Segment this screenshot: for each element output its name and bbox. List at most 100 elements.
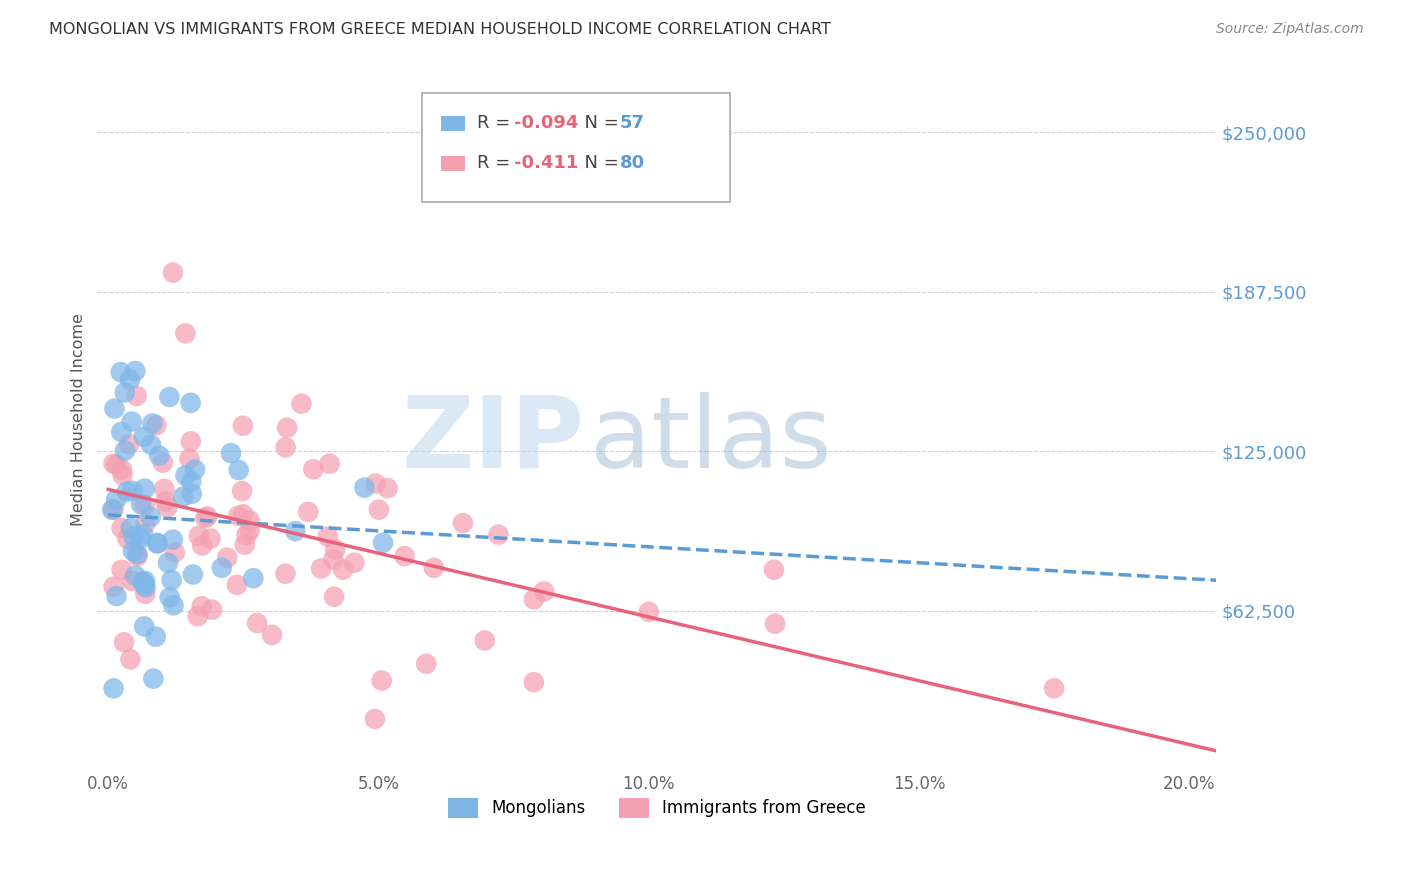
Point bbox=[129, 532, 152, 546]
Point bbox=[134, 498, 156, 512]
Point bbox=[486, 527, 509, 541]
Point bbox=[180, 487, 202, 501]
Point bbox=[274, 441, 297, 455]
Point bbox=[103, 502, 125, 516]
Point bbox=[132, 527, 155, 541]
Point bbox=[127, 547, 149, 561]
Point bbox=[367, 502, 389, 516]
Point bbox=[180, 475, 202, 489]
FancyBboxPatch shape bbox=[441, 155, 465, 171]
Point bbox=[763, 616, 786, 631]
Point bbox=[163, 545, 186, 559]
Point bbox=[129, 497, 152, 511]
Text: N =: N = bbox=[572, 114, 624, 132]
Point bbox=[232, 508, 254, 522]
Point bbox=[323, 590, 346, 604]
Point bbox=[231, 483, 253, 498]
Point bbox=[191, 538, 214, 552]
Point bbox=[533, 584, 555, 599]
Point bbox=[152, 456, 174, 470]
Point bbox=[148, 449, 170, 463]
Point bbox=[451, 516, 474, 530]
Point bbox=[290, 397, 312, 411]
Point bbox=[134, 619, 156, 633]
Text: R =: R = bbox=[477, 114, 516, 132]
Point bbox=[200, 532, 222, 546]
Point bbox=[180, 396, 202, 410]
Point bbox=[187, 609, 209, 624]
Point bbox=[134, 574, 156, 588]
Point bbox=[103, 457, 125, 471]
FancyBboxPatch shape bbox=[441, 116, 465, 131]
Point bbox=[184, 462, 207, 476]
Point bbox=[225, 578, 247, 592]
Point bbox=[111, 462, 134, 476]
Text: Source: ZipAtlas.com: Source: ZipAtlas.com bbox=[1216, 22, 1364, 37]
Point bbox=[121, 574, 143, 588]
Legend: Mongolians, Immigrants from Greece: Mongolians, Immigrants from Greece bbox=[441, 791, 873, 825]
Point bbox=[637, 605, 659, 619]
Point bbox=[153, 482, 176, 496]
Point bbox=[316, 529, 339, 543]
Point bbox=[762, 563, 785, 577]
Point bbox=[323, 542, 346, 557]
Point bbox=[195, 509, 218, 524]
Point bbox=[157, 390, 180, 404]
Point bbox=[155, 494, 177, 508]
Point bbox=[118, 373, 141, 387]
Point bbox=[187, 529, 209, 543]
Point bbox=[134, 587, 156, 601]
Point bbox=[211, 560, 233, 574]
Text: -0.094: -0.094 bbox=[513, 114, 578, 132]
FancyBboxPatch shape bbox=[422, 93, 730, 202]
Point bbox=[114, 385, 136, 400]
Point bbox=[141, 417, 163, 431]
Text: -0.411: -0.411 bbox=[513, 154, 578, 172]
Point bbox=[121, 415, 143, 429]
Point bbox=[232, 418, 254, 433]
Point bbox=[260, 628, 283, 642]
Point bbox=[139, 438, 162, 452]
Point bbox=[110, 521, 132, 535]
Point bbox=[117, 532, 139, 546]
Point bbox=[101, 503, 124, 517]
Point bbox=[135, 580, 157, 594]
Text: 80: 80 bbox=[620, 154, 645, 172]
Point bbox=[201, 603, 224, 617]
Point bbox=[235, 528, 257, 542]
Point bbox=[474, 633, 496, 648]
Point bbox=[309, 561, 332, 575]
Point bbox=[118, 437, 141, 451]
Point bbox=[145, 630, 167, 644]
Point bbox=[239, 523, 262, 537]
Point bbox=[135, 516, 157, 531]
Point bbox=[142, 672, 165, 686]
Point bbox=[297, 505, 319, 519]
Point bbox=[276, 420, 298, 434]
Point bbox=[105, 589, 128, 603]
Point bbox=[226, 508, 249, 523]
Point bbox=[120, 521, 142, 535]
Point bbox=[217, 550, 239, 565]
Point bbox=[302, 462, 325, 476]
Text: ZIP: ZIP bbox=[401, 392, 583, 489]
Point bbox=[146, 536, 169, 550]
Point bbox=[111, 468, 134, 483]
Point bbox=[364, 476, 387, 491]
Point bbox=[120, 652, 142, 666]
Point bbox=[180, 434, 202, 449]
Point bbox=[423, 561, 446, 575]
Point bbox=[371, 535, 394, 549]
Point bbox=[172, 490, 194, 504]
Point bbox=[139, 509, 162, 524]
Point bbox=[157, 556, 180, 570]
Point bbox=[114, 443, 136, 458]
Point bbox=[190, 599, 212, 614]
Text: 57: 57 bbox=[620, 114, 645, 132]
Point bbox=[343, 556, 366, 570]
Point bbox=[132, 574, 155, 589]
Point bbox=[370, 673, 392, 688]
Point bbox=[242, 571, 264, 585]
Point bbox=[174, 326, 197, 341]
Point bbox=[318, 457, 340, 471]
